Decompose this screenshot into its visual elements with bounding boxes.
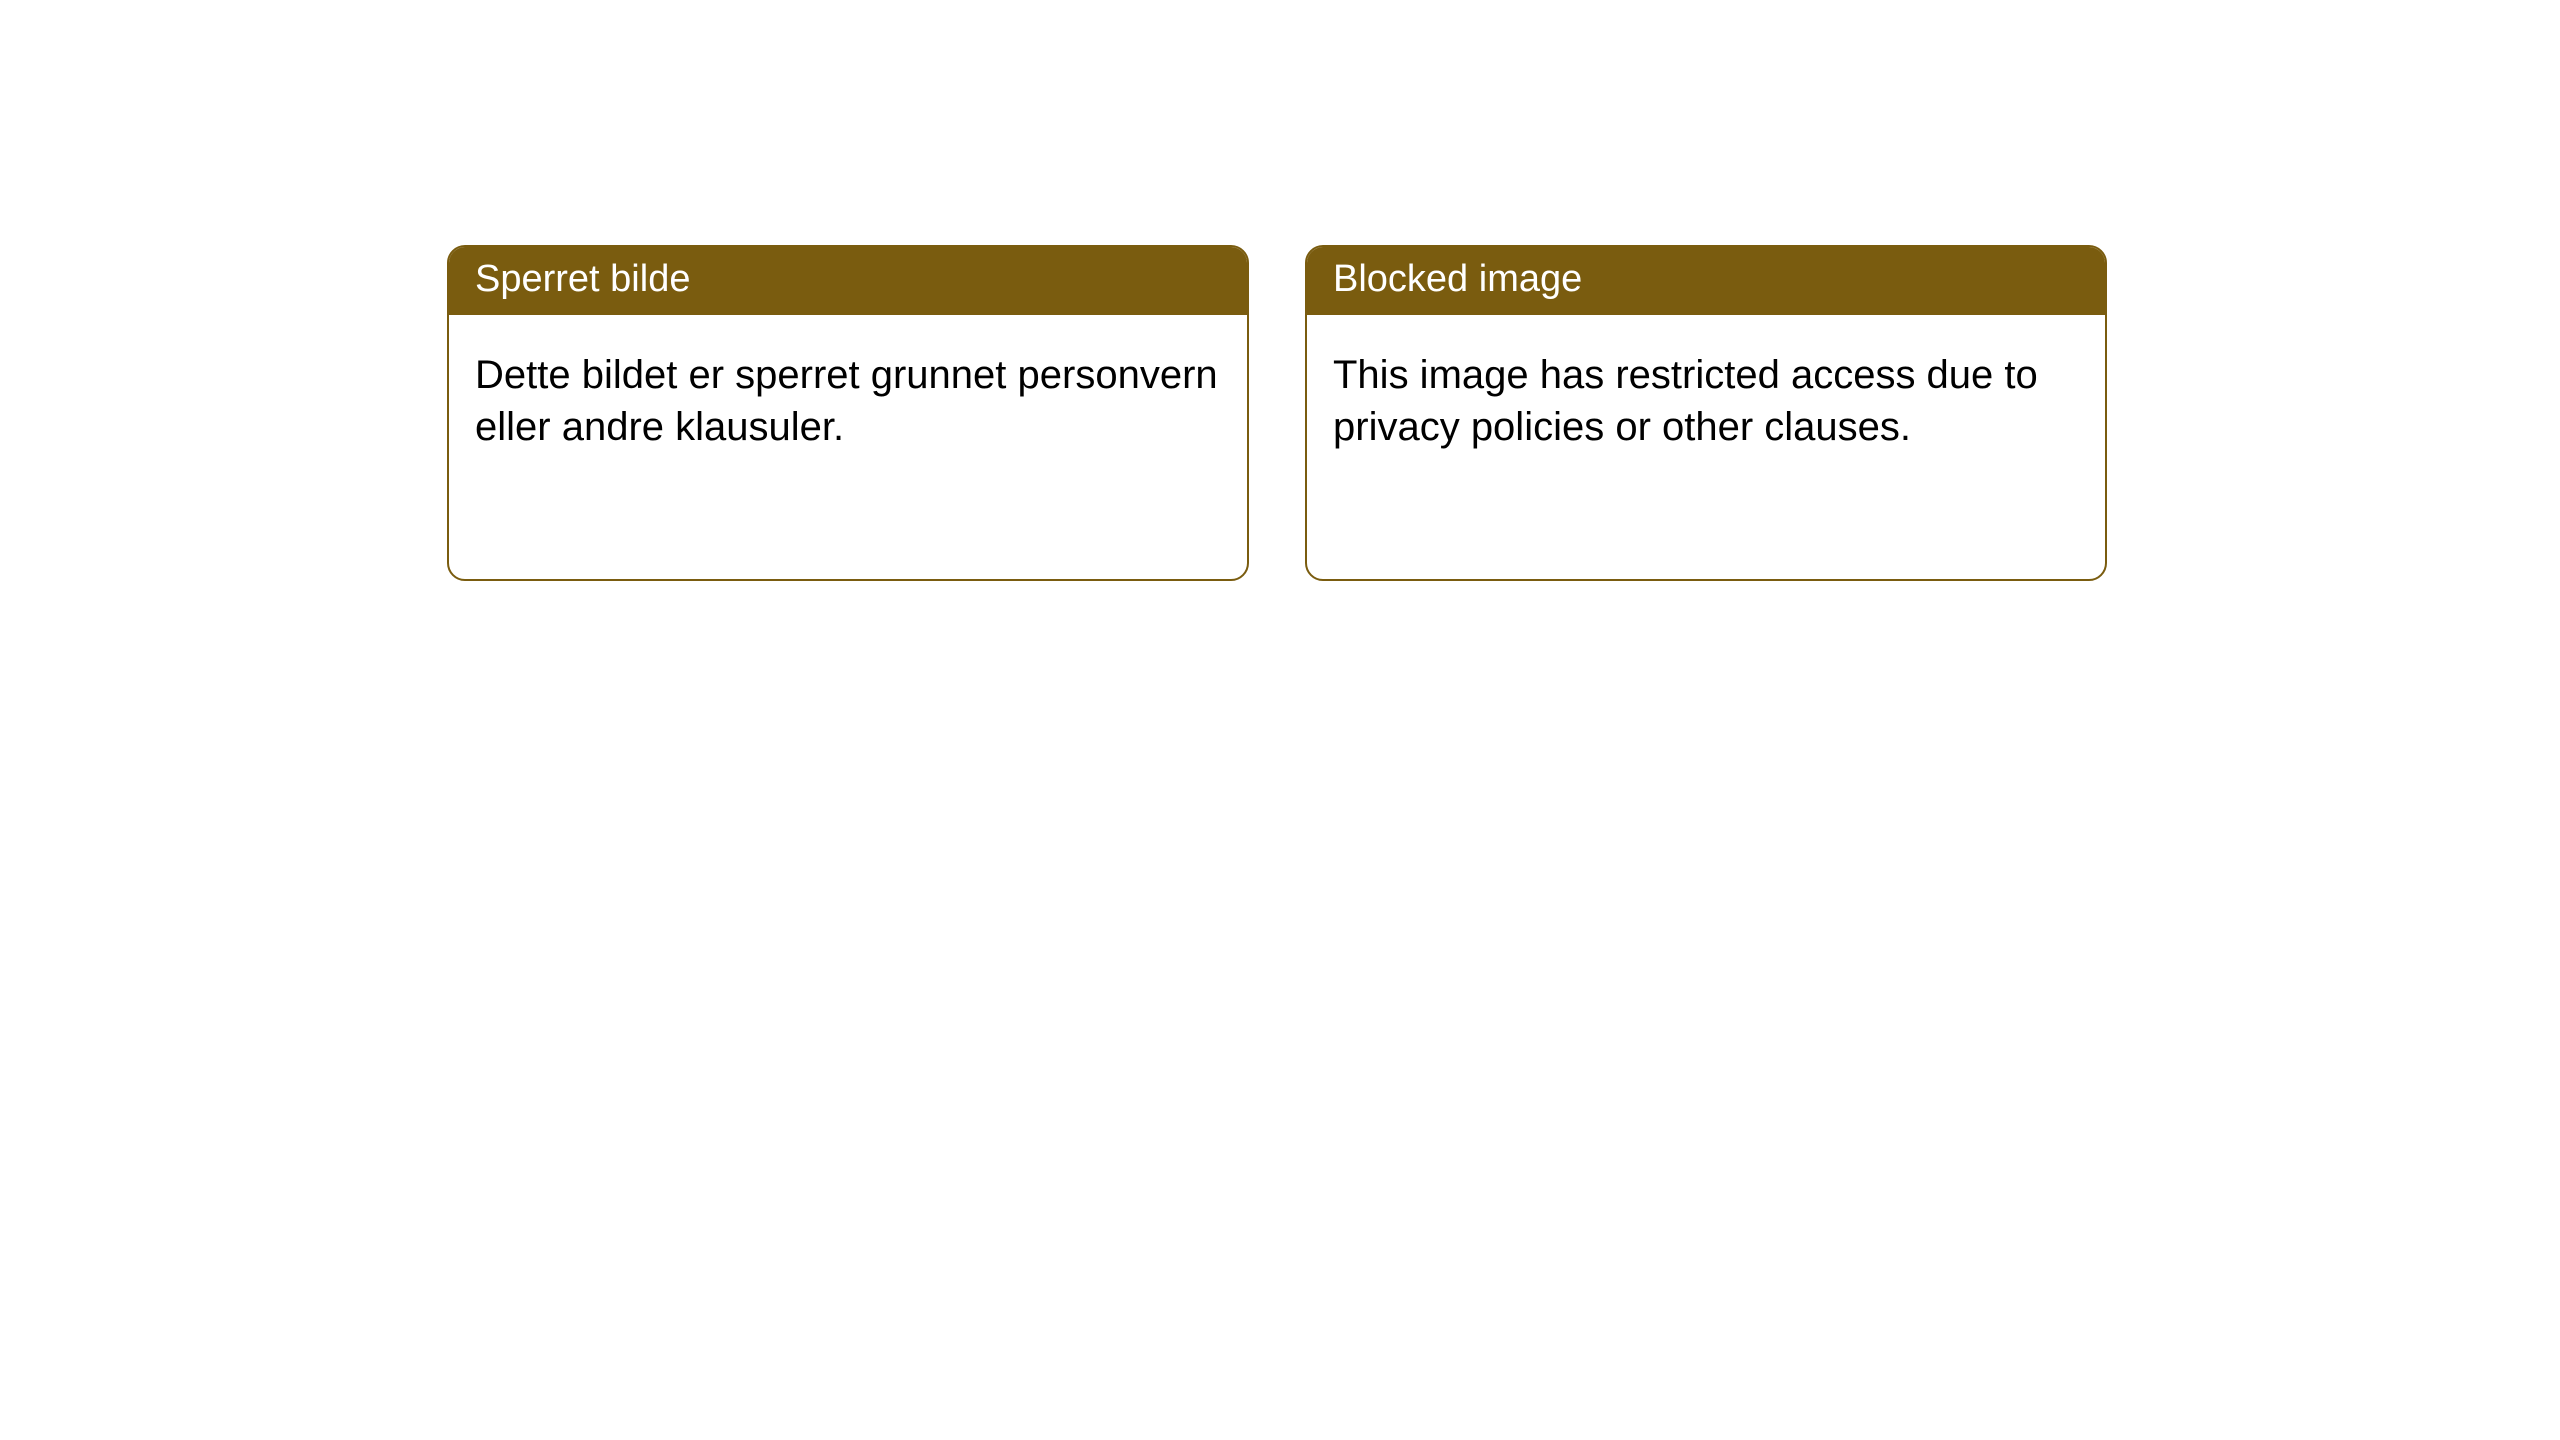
panel-message: This image has restricted access due to …: [1307, 315, 2105, 479]
notice-panel-norwegian: Sperret bilde Dette bildet er sperret gr…: [447, 245, 1249, 581]
panel-message: Dette bildet er sperret grunnet personve…: [449, 315, 1247, 479]
panel-title: Blocked image: [1307, 247, 2105, 315]
notice-panel-english: Blocked image This image has restricted …: [1305, 245, 2107, 581]
notice-container: Sperret bilde Dette bildet er sperret gr…: [447, 245, 2107, 581]
panel-title: Sperret bilde: [449, 247, 1247, 315]
